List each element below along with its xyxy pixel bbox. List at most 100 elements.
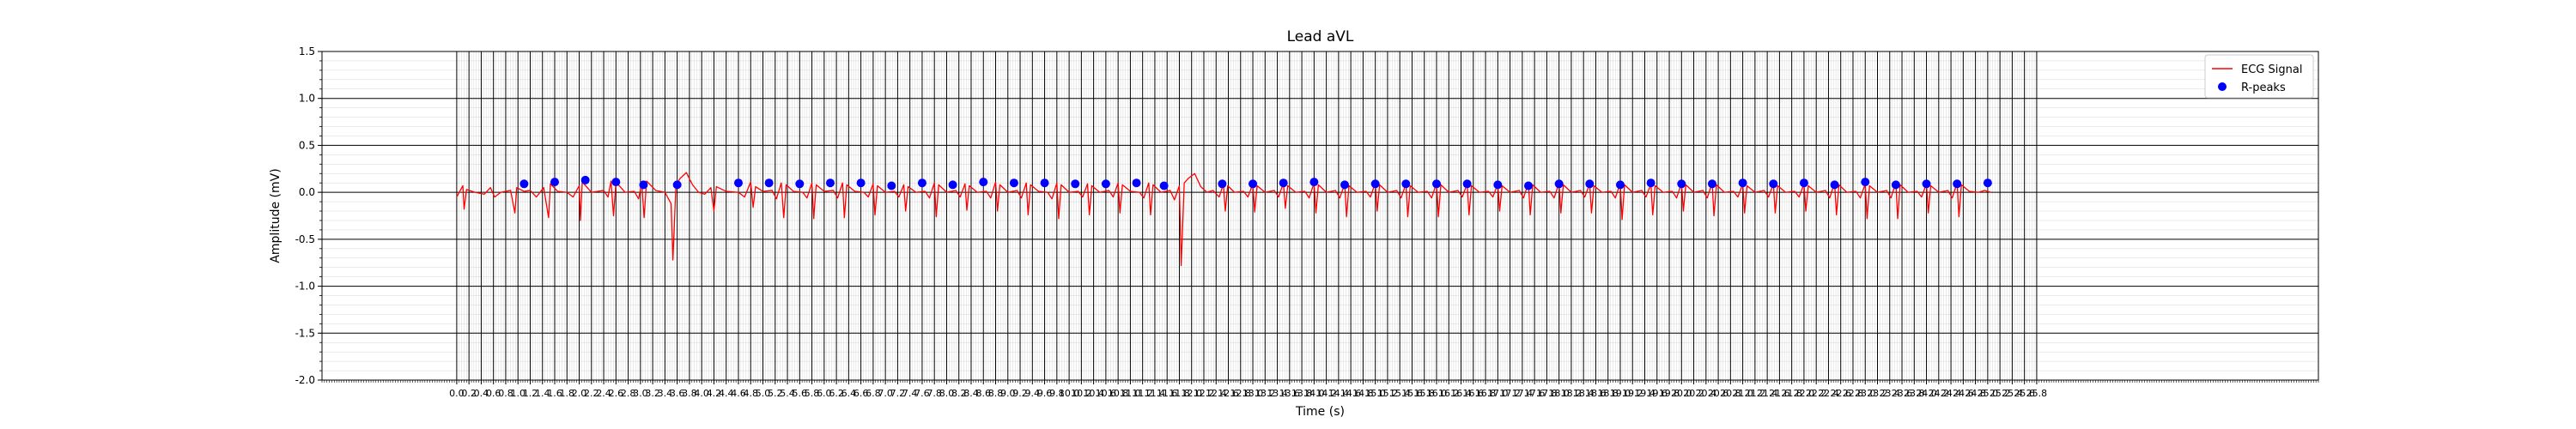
x-tick-label: 10.4 (1083, 388, 1104, 399)
x-tick-label: 17.0 (1487, 388, 1509, 399)
x-tick-label: 15.8 (1413, 388, 1435, 399)
x-tick-label: 10.0 (1059, 388, 1080, 399)
x-tick-label: 16.6 (1463, 388, 1485, 399)
x-tick-label: 24.2 (1929, 388, 1950, 399)
y-axis-ticks: -2.0 -1.5 -1.0 -0.5 0.0 0.5 1.0 1.5 (295, 45, 322, 386)
legend-dot-swatch (2218, 82, 2227, 91)
x-tick-label: 2.4 (596, 388, 611, 399)
r-peak-point (1401, 179, 1411, 189)
y-tick-label: -1.0 (295, 281, 315, 293)
x-tick-label: 0.6 (486, 388, 501, 399)
x-tick-label: 0.4 (474, 388, 489, 399)
x-tick-label: 16.4 (1450, 388, 1472, 399)
x-tick-label: 24.6 (1953, 388, 1974, 399)
x-tick-label: 17.4 (1512, 388, 1534, 399)
x-tick-label: 1.8 (560, 388, 575, 399)
x-tick-label: 21.0 (1732, 388, 1753, 399)
x-tick-label: 7.4 (902, 388, 918, 399)
r-peak-point (1891, 180, 1900, 190)
r-peak-point (1309, 178, 1319, 187)
r-peak-point (550, 178, 560, 187)
x-tick-label: 23.2 (1867, 388, 1888, 399)
x-tick-label: 15.4 (1389, 388, 1411, 399)
x-tick-label: 0.8 (498, 388, 513, 399)
y-tick-label: -2.0 (295, 374, 315, 386)
x-tick-label: 3.4 (658, 388, 673, 399)
x-tick-label: 22.0 (1794, 388, 1815, 399)
x-tick-label: 19.6 (1647, 388, 1668, 399)
r-peak-point (1738, 178, 1747, 188)
x-tick-label: 11.8 (1169, 388, 1190, 399)
x-tick-label: 21.2 (1745, 388, 1766, 399)
x-tick-label: 18.0 (1548, 388, 1570, 399)
x-tick-label: 20.0 (1671, 388, 1692, 399)
x-tick-label: 22.8 (1843, 388, 1864, 399)
x-tick-label: 3.2 (645, 388, 660, 399)
r-peak-point (1677, 179, 1686, 189)
x-tick-label: 2.0 (572, 388, 587, 399)
y-tick-label: -0.5 (295, 233, 315, 245)
ecg-signal-line (456, 172, 1991, 267)
x-tick-label: 3.8 (682, 388, 697, 399)
r-peak-point (1830, 180, 1839, 190)
x-tick-label: 18.4 (1573, 388, 1595, 399)
grid (322, 51, 2318, 381)
r-peak-point (1615, 180, 1625, 190)
x-tick-label: 5.6 (793, 388, 808, 399)
r-peak-point (1370, 179, 1380, 189)
x-tick-label: 1.6 (547, 388, 562, 399)
legend: ECG Signal R-peaks (2204, 54, 2314, 99)
x-tick-label: 3.6 (670, 388, 685, 399)
x-tick-label: 8.6 (975, 388, 991, 399)
x-tick-label: 15.2 (1377, 388, 1399, 399)
x-tick-label: 7.2 (890, 388, 906, 399)
r-peak-point (1279, 178, 1288, 188)
x-tick-label: 6.8 (866, 388, 881, 399)
x-tick-label: 4.4 (719, 388, 734, 399)
chart-title: Lead aVL (1287, 28, 1354, 45)
y-axis-label: Amplitude (mV) (269, 168, 283, 263)
x-tick-label: 4.2 (707, 388, 722, 399)
x-tick-label: 12.0 (1181, 388, 1202, 399)
x-tick-label: 9.6 (1037, 388, 1053, 399)
x-tick-label: 14.0 (1303, 388, 1325, 399)
x-tick-label: 17.8 (1536, 388, 1558, 399)
x-tick-label: 11.4 (1145, 388, 1166, 399)
r-peak-point (764, 178, 774, 188)
x-tick-label: 14.2 (1315, 388, 1337, 399)
y-tick-label: -1.5 (295, 327, 315, 339)
x-tick-label: 18.2 (1561, 388, 1583, 399)
x-tick-label: 20.2 (1683, 388, 1704, 399)
r-peak-point (1953, 179, 1962, 189)
x-tick-label: 16.2 (1438, 388, 1460, 399)
x-tick-label: 6.0 (817, 388, 832, 399)
x-tick-label: 19.8 (1659, 388, 1680, 399)
x-tick-label: 10.2 (1071, 388, 1092, 399)
r-peak-point (795, 179, 805, 189)
x-tick-label: 15.6 (1401, 388, 1423, 399)
x-tick-label: 18.8 (1597, 388, 1619, 399)
x-tick-label: 5.4 (780, 388, 795, 399)
x-axis-label: Time (s) (1295, 405, 1345, 419)
r-peak-point (672, 180, 682, 190)
x-tick-label: 6.2 (829, 388, 844, 399)
x-tick-label: 10.8 (1108, 388, 1129, 399)
x-tick-label: 12.8 (1230, 388, 1252, 399)
r-peak-point (1040, 178, 1049, 188)
x-tick-label: 3.0 (633, 388, 648, 399)
x-tick-label: 18.6 (1585, 388, 1607, 399)
x-tick-label: 7.6 (914, 388, 930, 399)
x-tick-label: 10.6 (1096, 388, 1117, 399)
x-tick-label: 20.8 (1720, 388, 1741, 399)
x-tick-label: 19.2 (1622, 388, 1643, 399)
y-tick-label: 1.5 (299, 45, 315, 57)
r-peak-point (1009, 178, 1018, 188)
x-tick-label: 2.2 (584, 388, 599, 399)
x-tick-label: 13.2 (1255, 388, 1276, 399)
x-tick-label: 22.4 (1818, 388, 1839, 399)
x-tick-label: 24.4 (1941, 388, 1962, 399)
x-tick-label: 13.0 (1242, 388, 1264, 399)
r-peak-point (580, 175, 590, 184)
x-tick-label: 15.0 (1364, 388, 1386, 399)
